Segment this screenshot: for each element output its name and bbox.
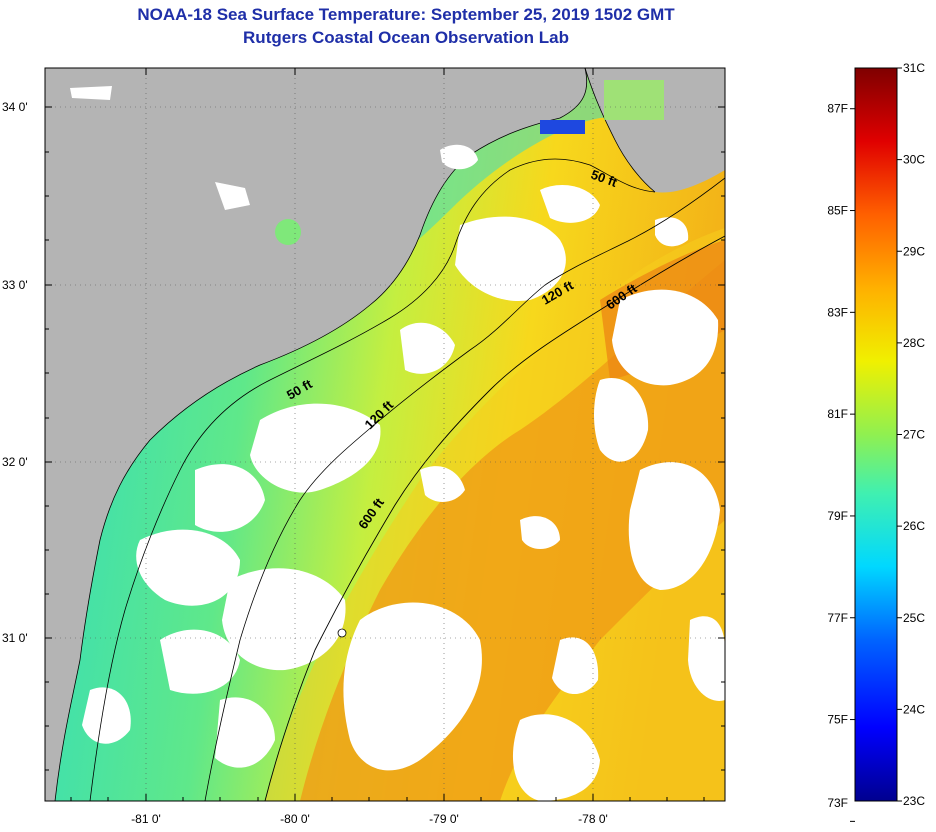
lat-tick-label: 34 0': [2, 100, 28, 114]
color-scale-bar: [854, 67, 898, 802]
coastline: [54, 68, 588, 801]
lat-tick-label: 32 0': [2, 455, 28, 469]
lon-tick-label: -78 0': [578, 812, 608, 826]
lat-tick-label: 33 0': [2, 278, 28, 292]
fahrenheit-label: 77F: [827, 611, 848, 625]
lon-tick-label: -79 0': [429, 812, 459, 826]
celsius-label: 31C: [903, 61, 925, 75]
celsius-label: 28C: [903, 336, 925, 350]
fahrenheit-label: 73F: [827, 796, 848, 810]
celsius-label: 24C: [903, 702, 925, 716]
celsius-label: 25C: [903, 611, 925, 625]
map-title: NOAA-18 Sea Surface Temperature: Septemb…: [137, 5, 675, 24]
axis-ticks: [45, 68, 725, 801]
celsius-label: 29C: [903, 244, 925, 258]
cold-spot: [540, 120, 585, 134]
lon-tick-label: -80 0': [280, 812, 310, 826]
celsius-label: 27C: [903, 428, 925, 442]
map-frame: [44, 67, 726, 802]
map-subtitle: Rutgers Coastal Ocean Observation Lab: [243, 28, 569, 47]
celsius-label: 26C: [903, 519, 925, 533]
map-field: 50 ft 50 ft 120 ft 120 ft 600 ft 600 ft: [45, 68, 725, 801]
cloud-cover: [82, 144, 725, 801]
fahrenheit-label: 83F: [827, 305, 848, 319]
color-scale: 31C 30C 29C 28C 27C 26C 25C 24C 23C 87F 85F 83F 81F 7…: [827, 61, 925, 822]
land-mass: [45, 68, 587, 801]
fahrenheit-label: 75F: [827, 713, 848, 727]
lon-tick-label: -81 0': [131, 812, 161, 826]
fahrenheit-label: 85F: [827, 204, 848, 218]
contour-600ft: [264, 235, 725, 801]
graticule: [45, 68, 725, 801]
contour-50ft: [89, 158, 656, 801]
contour-120ft: [204, 177, 725, 801]
fahrenheit-label: 79F: [827, 509, 848, 523]
fahrenheit-label: 87F: [827, 102, 848, 116]
celsius-label: 30C: [903, 153, 925, 167]
celsius-label: 23C: [903, 794, 925, 808]
fahrenheit-label: 81F: [827, 407, 848, 421]
lat-tick-label: 31 0': [2, 631, 28, 645]
